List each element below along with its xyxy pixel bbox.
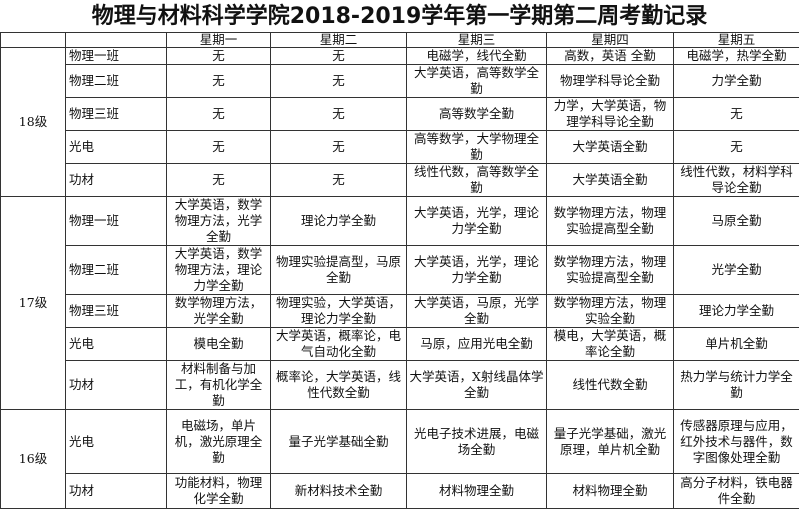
attendance-cell: 高分子材料，铁电器件全勤 <box>673 473 799 509</box>
attendance-cell: 功能材料，物理化学全勤 <box>166 473 271 509</box>
attendance-cell: 大学英语全勤 <box>546 163 674 197</box>
header-row: 星期一 星期二 星期三 星期四 星期五 <box>0 32 799 48</box>
attendance-cell: 线性代数，高等数学全勤 <box>406 163 547 197</box>
header-day: 星期一 <box>166 32 271 48</box>
attendance-cell: 无 <box>166 64 271 98</box>
header-blank <box>0 32 66 48</box>
table-row: 物理二班无无大学英语，高等数学全勤 物理学科导论全勤 力学全勤 <box>1 64 799 98</box>
attendance-cell: 力学，大学英语，物理学科导论全勤 <box>546 97 674 131</box>
class-cell: 物理三班 <box>65 294 167 328</box>
attendance-cell: 物理实验，大学英语，理论力学全勤 <box>270 294 407 328</box>
attendance-cell: 大学英语全勤 <box>546 130 674 164</box>
header-blank <box>65 32 167 48</box>
attendance-cell: 无 <box>270 97 407 131</box>
attendance-cell: 理论力学全勤 <box>673 294 799 328</box>
table-row: 物理三班无无高等数学全勤 力学，大学英语，物理学科导论全勤无 <box>1 97 799 131</box>
attendance-cell: 单片机全勤 <box>673 327 799 361</box>
attendance-cell: 高等数学全勤 <box>406 97 547 131</box>
attendance-cell: 电磁学，线代全勤 <box>406 47 547 65</box>
attendance-cell: 理论力学全勤 <box>270 196 407 246</box>
header-day: 星期三 <box>406 32 547 48</box>
attendance-cell: 马原，应用光电全勤 <box>406 327 547 361</box>
attendance-cell: 无 <box>270 47 407 65</box>
grade-cell: 17级 <box>0 196 66 410</box>
attendance-cell: 线性代数全勤 <box>546 360 674 410</box>
grade-cell: 18级 <box>0 47 66 197</box>
class-cell: 光电 <box>65 327 167 361</box>
class-cell: 功材 <box>65 163 167 197</box>
attendance-cell: 无 <box>166 163 271 197</box>
attendance-cell: 数学物理方法，光学全勤 <box>166 294 271 328</box>
attendance-cell: 马原全勤 <box>673 196 799 246</box>
attendance-cell: 力学全勤 <box>673 64 799 98</box>
attendance-cell: 模电，大学英语，概率论全勤 <box>546 327 674 361</box>
attendance-cell: 材料制备与加工，有机化学全勤 <box>166 360 271 410</box>
class-cell: 物理二班 <box>65 245 167 295</box>
table-row: 功材 材料制备与加工，有机化学全勤 概率论，大学英语，线性代数全勤 大学英语，X射线晶… <box>1 360 799 410</box>
attendance-cell: 无 <box>673 97 799 131</box>
table-row: 16级 光电 电磁场，单片机，激光原理全勤 量子光学基础全勤 光电子技术进展，电磁场全勤… <box>0 409 799 509</box>
attendance-cell: 电磁场，单片机，激光原理全勤 <box>166 409 271 474</box>
table-row: 功材 功能材料，物理化学全勤 新材料技术全勤 材料物理全勤 材料物理全勤 高分子材料，铁电… <box>1 473 799 509</box>
attendance-cell: 电磁学，热学全勤 <box>673 47 799 65</box>
class-cell: 功材 <box>65 360 167 410</box>
attendance-cell: 大学英语，高等数学全勤 <box>406 64 547 98</box>
attendance-cell: 数学物理方法，物理实验提高型全勤 <box>546 196 674 246</box>
attendance-cell: 大学英语，光学，理论力学全勤 <box>406 196 547 246</box>
attendance-cell: 大学英语，数学物理方法，光学全勤 <box>166 196 271 246</box>
class-cell: 物理一班 <box>65 47 167 65</box>
attendance-cell: 无 <box>166 97 271 131</box>
table-row: 功材无无线性代数，高等数学全勤 大学英语全勤 线性代数，材料学科导论全勤 <box>1 163 799 197</box>
attendance-cell: 光电子技术进展，电磁场全勤 <box>406 409 547 474</box>
attendance-table: 星期一 星期二 星期三 星期四 星期五 18级 物理一班无无电磁学，线代全勤 高数，英语 全勤… <box>0 32 799 509</box>
attendance-cell: 概率论，大学英语，线性代数全勤 <box>270 360 407 410</box>
grade-cell: 16级 <box>0 409 66 509</box>
attendance-cell: 无 <box>166 47 271 65</box>
attendance-cell: 高数，英语 全勤 <box>546 47 674 65</box>
attendance-cell: 量子光学基础全勤 <box>270 409 407 474</box>
attendance-cell: 大学英语，概率论，电气自动化全勤 <box>270 327 407 361</box>
table-row: 光电无无高等数学，大学物理全勤 大学英语全勤无 <box>1 130 799 164</box>
class-cell: 光电 <box>65 130 167 164</box>
attendance-cell: 数学物理方法，物理实验提高型全勤 <box>546 245 674 295</box>
class-cell: 功材 <box>65 473 167 509</box>
attendance-cell: 传感器原理与应用，红外技术与器件，数字图像处理全勤 <box>673 409 799 474</box>
attendance-cell: 大学英语，马原，光学全勤 <box>406 294 547 328</box>
class-cell: 物理二班 <box>65 64 167 98</box>
attendance-cell: 热力学与统计力学全勤 <box>673 360 799 410</box>
attendance-cell: 量子光学基础，激光原理，单片机全勤 <box>546 409 674 474</box>
class-cell: 物理一班 <box>65 196 167 246</box>
page-title: 物理与材料科学学院2018-2019学年第一学期第二周考勤记录 <box>91 4 708 29</box>
attendance-cell: 大学英语，光学，理论力学全勤 <box>406 245 547 295</box>
attendance-cell: 模电全勤 <box>166 327 271 361</box>
attendance-cell: 线性代数，材料学科导论全勤 <box>673 163 799 197</box>
attendance-cell: 物理学科导论全勤 <box>546 64 674 98</box>
attendance-cell: 数学物理方法，物理实验全勤 <box>546 294 674 328</box>
table-row: 物理三班 数学物理方法，光学全勤 物理实验，大学英语，理论力学全勤 大学英语，马原，光… <box>1 294 799 328</box>
attendance-cell: 大学英语，X射线晶体学全勤 <box>406 360 547 410</box>
attendance-cell: 大学英语，数学物理方法，理论力学全勤 <box>166 245 271 295</box>
attendance-cell: 无 <box>166 130 271 164</box>
class-cell: 物理三班 <box>65 97 167 131</box>
attendance-cell: 材料物理全勤 <box>406 473 547 509</box>
header-day: 星期二 <box>270 32 407 48</box>
attendance-cell: 材料物理全勤 <box>546 473 674 509</box>
table-row: 物理二班 大学英语，数学物理方法，理论力学全勤 物理实验提高型，马原全勤 大学英语，光… <box>1 245 799 295</box>
attendance-cell: 高等数学，大学物理全勤 <box>406 130 547 164</box>
header-day: 星期五 <box>673 32 799 48</box>
attendance-cell: 无 <box>270 163 407 197</box>
attendance-cell: 新材料技术全勤 <box>270 473 407 509</box>
header-day: 星期四 <box>546 32 674 48</box>
table-row: 光电 模电全勤 大学英语，概率论，电气自动化全勤 马原，应用光电全勤 模电，大学英语，概… <box>1 327 799 361</box>
attendance-cell: 无 <box>270 130 407 164</box>
table-row: 17级 物理一班 大学英语，数学物理方法，光学全勤 理论力学全勤 大学英语，光学，理论力… <box>0 196 799 410</box>
attendance-cell: 物理实验提高型，马原全勤 <box>270 245 407 295</box>
attendance-cell: 无 <box>270 64 407 98</box>
attendance-cell: 无 <box>673 130 799 164</box>
table-row: 18级 物理一班无无电磁学，线代全勤 高数，英语 全勤 电磁学，热学全勤 <box>0 47 799 197</box>
class-cell: 光电 <box>65 409 167 474</box>
attendance-cell: 光学全勤 <box>673 245 799 295</box>
